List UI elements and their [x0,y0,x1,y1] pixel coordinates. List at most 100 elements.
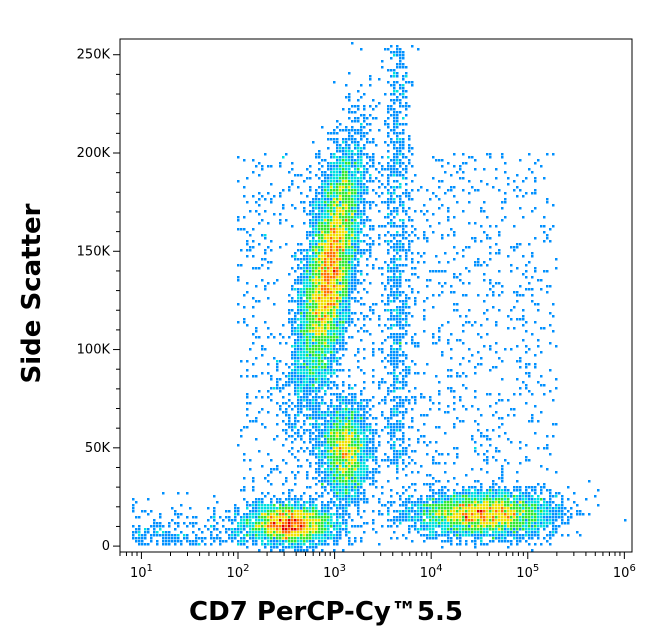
data-point [351,447,354,450]
data-point [312,258,315,261]
data-point [327,192,330,195]
data-point [534,534,537,537]
data-point [324,366,327,369]
data-point [279,162,282,165]
data-point [312,321,315,324]
data-point [447,375,450,378]
data-point [267,267,270,270]
data-point [387,423,390,426]
data-point [393,348,396,351]
data-point [555,531,558,534]
data-point [306,177,309,180]
data-point [255,267,258,270]
data-point [342,456,345,459]
data-point [351,543,354,546]
data-point [354,168,357,171]
data-point [528,522,531,525]
data-point [378,162,381,165]
data-point [519,285,522,288]
data-point [399,510,402,513]
data-point [357,204,360,207]
data-point [336,231,339,234]
data-point [345,186,348,189]
data-point [324,444,327,447]
data-point [558,513,561,516]
data-point [333,417,336,420]
data-point [453,402,456,405]
data-point [357,450,360,453]
data-point [567,522,570,525]
data-point [336,531,339,534]
data-point [351,237,354,240]
data-point [318,378,321,381]
data-point [330,132,333,135]
data-point [477,294,480,297]
data-point [543,240,546,243]
data-point [453,216,456,219]
data-point [441,522,444,525]
data-point [348,201,351,204]
data-point [312,402,315,405]
data-point [318,462,321,465]
data-point [321,450,324,453]
data-point [330,303,333,306]
data-point [483,201,486,204]
data-point [327,483,330,486]
data-point [420,534,423,537]
data-point [267,474,270,477]
data-point [333,486,336,489]
data-point [336,219,339,222]
data-point [360,201,363,204]
data-point [453,492,456,495]
data-point [456,453,459,456]
data-point [312,231,315,234]
data-point [348,132,351,135]
data-point [300,372,303,375]
data-point [447,369,450,372]
data-point [405,537,408,540]
data-point [372,162,375,165]
data-point [318,402,321,405]
data-point [369,447,372,450]
data-point [300,522,303,525]
data-point [498,234,501,237]
data-point [351,261,354,264]
data-point [549,537,552,540]
data-point [336,282,339,285]
data-point [354,384,357,387]
data-point [309,501,312,504]
data-point [327,228,330,231]
data-point [321,207,324,210]
data-point [327,330,330,333]
data-point [327,459,330,462]
data-point [297,537,300,540]
data-point [342,441,345,444]
data-point [555,345,558,348]
data-point [288,309,291,312]
data-point [267,297,270,300]
data-point [546,291,549,294]
data-point [318,363,321,366]
data-point [291,525,294,528]
data-point [303,387,306,390]
data-point [534,504,537,507]
data-point [342,504,345,507]
data-point [243,489,246,492]
data-point [294,369,297,372]
data-point [342,213,345,216]
data-point [498,510,501,513]
data-point [237,522,240,525]
data-point [456,519,459,522]
data-point [474,261,477,264]
data-point [372,243,375,246]
data-point [303,375,306,378]
data-point [255,540,258,543]
data-point [357,432,360,435]
data-point [303,210,306,213]
data-point [366,153,369,156]
data-point [477,351,480,354]
data-point [333,483,336,486]
data-point [384,168,387,171]
data-point [318,312,321,315]
data-point [402,516,405,519]
